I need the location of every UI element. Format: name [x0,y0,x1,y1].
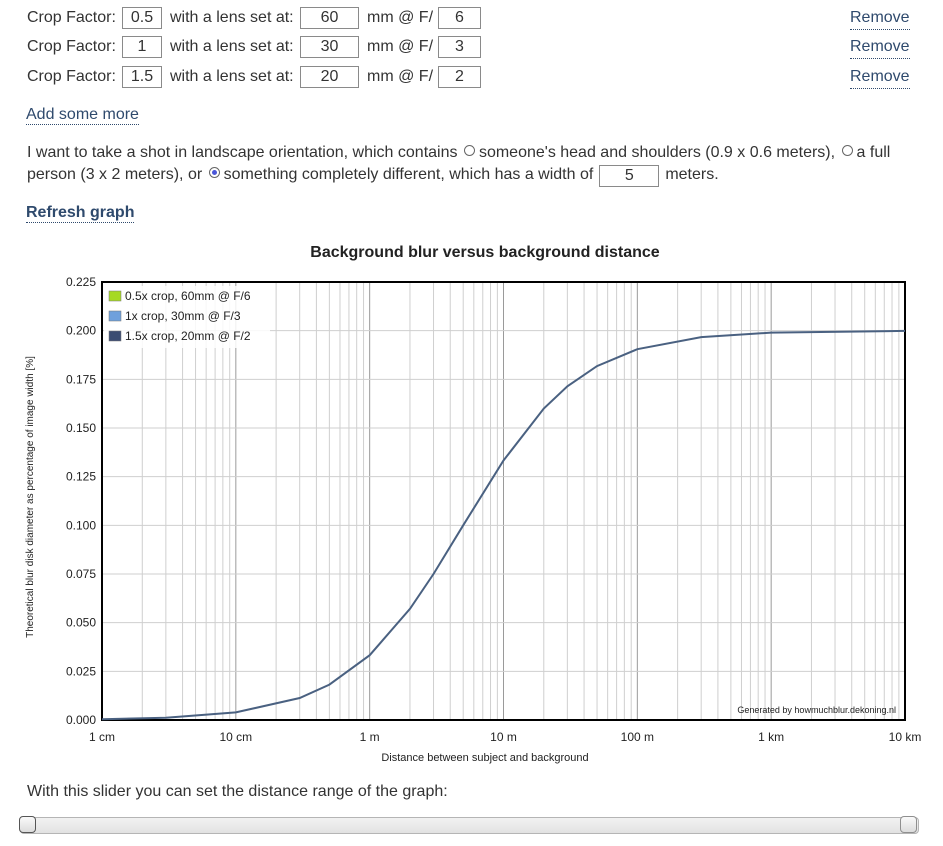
x-tick-label: 10 m [490,730,517,744]
focal-length-input[interactable] [300,36,359,58]
option-head-shoulders-label: someone's head and shoulders (0.9 x 0.6 … [478,144,836,161]
legend-swatch [108,310,122,322]
distance-range-slider[interactable] [20,817,919,834]
width-unit-label: meters. [665,166,719,183]
option-full-person-label-a: a full [856,144,891,161]
crop-factor-label: Crop Factor: [27,9,116,26]
slider-label: With this slider you can set the distanc… [27,783,448,800]
mm-fstop-label: mm @ F/ [367,68,434,85]
crop-factor-input[interactable] [122,66,162,88]
remove-link[interactable]: Remove [850,66,910,89]
mm-fstop-label: mm @ F/ [367,9,434,26]
lens-label: with a lens set at: [170,9,294,26]
x-tick-label: 1 cm [89,730,115,744]
radio-full-person[interactable] [841,145,853,156]
x-tick-label: 1 km [758,730,784,744]
crop-factor-input[interactable] [122,7,162,29]
x-tick-label: 10 km [889,730,922,744]
radio-custom-width[interactable] [208,167,220,178]
y-tick-label: 0.100 [66,518,96,532]
y-axis-label: Theoretical blur disk diameter as percen… [25,356,36,638]
legend-label: 0.5x crop, 60mm @ F/6 [125,289,251,303]
legend-label: 1.5x crop, 20mm @ F/2 [125,329,251,343]
crop-factor-label: Crop Factor: [27,68,116,85]
legend-label: 1x crop, 30mm @ F/3 [125,309,241,323]
option-full-person-label-b: person (3 x 2 meters), or [27,166,203,183]
x-tick-label: 1 m [360,730,380,744]
y-tick-label: 0.175 [66,372,96,386]
y-tick-label: 0.025 [66,664,96,678]
remove-link[interactable]: Remove [850,36,910,59]
y-tick-label: 0.000 [66,713,96,727]
plot-frame [101,281,906,721]
series-line-1-5x-crop [101,329,906,721]
x-axis-label: Distance between subject and background [381,752,588,764]
shot-intro-text: I want to take a shot in landscape orien… [27,144,458,161]
slider-max-handle[interactable] [900,816,917,833]
grid [102,281,905,721]
y-tick-label: 0.075 [66,567,96,581]
fstop-input[interactable] [438,66,481,88]
lens-label: with a lens set at: [170,68,294,85]
radio-head-shoulders[interactable] [463,145,475,156]
remove-link[interactable]: Remove [850,7,910,30]
option-custom-label: something completely different, which ha… [223,166,594,183]
chart-title: Background blur versus background distan… [310,244,660,261]
focal-length-input[interactable] [300,66,359,88]
mm-fstop-label: mm @ F/ [367,38,434,55]
legend-swatch [108,290,122,302]
slider-min-handle[interactable] [19,816,36,833]
focal-length-input[interactable] [300,7,359,29]
y-tick-label: 0.150 [66,421,96,435]
legend: 0.5x crop, 60mm @ F/6 1x crop, 30mm @ F/3… [104,286,270,348]
add-more-link[interactable]: Add some more [26,106,139,125]
legend-background [104,286,270,348]
blur-chart: Background blur versus background distan… [25,244,921,764]
crop-factor-input[interactable] [122,36,162,58]
custom-width-input[interactable]: 5 [599,165,660,187]
axis-ticks: 0.000 0.025 0.050 0.075 0.100 0.125 0.150 0.175… [66,275,921,744]
chart-annotation: Generated by howmuchblur.dekoning.nl [737,705,896,715]
shot-description-line2: person (3 x 2 meters), or something comp… [27,164,927,187]
y-tick-label: 0.200 [66,324,96,338]
shot-description: I want to take a shot in landscape orien… [27,142,927,164]
legend-swatch [108,330,122,342]
lens-label: with a lens set at: [170,38,294,55]
y-tick-label: 0.225 [66,275,96,289]
x-tick-label: 100 m [621,730,654,744]
x-tick-label: 10 cm [219,730,252,744]
refresh-graph-link[interactable]: Refresh graph [26,204,135,223]
fstop-input[interactable] [438,36,481,58]
fstop-input[interactable] [438,7,481,29]
crop-factor-label: Crop Factor: [27,38,116,55]
y-tick-label: 0.050 [66,616,96,630]
y-tick-label: 0.125 [66,470,96,484]
